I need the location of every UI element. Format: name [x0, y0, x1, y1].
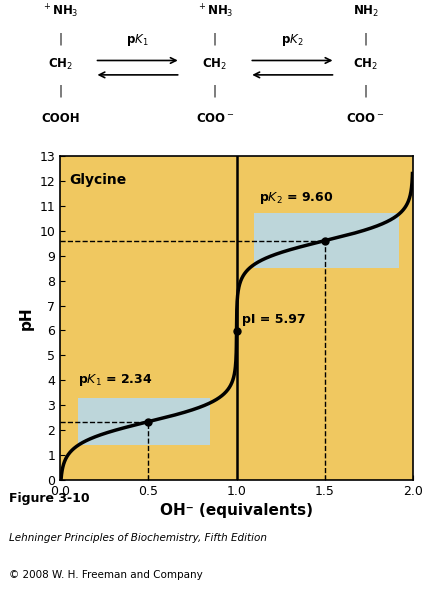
Text: Lehninger Principles of Biochemistry, Fifth Edition: Lehninger Principles of Biochemistry, Fi…	[9, 533, 267, 543]
Bar	[254, 214, 399, 268]
Text: p$K_2$: p$K_2$	[281, 32, 304, 49]
Text: $^+$NH$_3$: $^+$NH$_3$	[42, 3, 78, 20]
Text: Figure 3-10: Figure 3-10	[9, 492, 89, 505]
Text: |: |	[363, 84, 368, 97]
Text: p$K_1$: p$K_1$	[126, 32, 149, 49]
Text: NH$_2$: NH$_2$	[353, 4, 378, 19]
Text: CH$_2$: CH$_2$	[353, 57, 378, 73]
Text: COO$^-$: COO$^-$	[196, 112, 234, 125]
Text: CH$_2$: CH$_2$	[203, 57, 227, 73]
Text: p$K_1$ = 2.34: p$K_1$ = 2.34	[78, 372, 152, 388]
Text: |: |	[213, 84, 217, 97]
Text: pI = 5.97: pI = 5.97	[242, 313, 305, 326]
Text: © 2008 W. H. Freeman and Company: © 2008 W. H. Freeman and Company	[9, 570, 203, 580]
Text: |: |	[363, 32, 368, 46]
Text: CH$_2$: CH$_2$	[48, 57, 73, 73]
Text: Glycine: Glycine	[69, 173, 126, 187]
Text: COO$^-$: COO$^-$	[346, 112, 385, 125]
X-axis label: OH⁻ (equivalents): OH⁻ (equivalents)	[160, 503, 313, 518]
Text: |: |	[58, 84, 62, 97]
Text: p$K_2$ = 9.60: p$K_2$ = 9.60	[259, 190, 334, 206]
Text: |: |	[213, 32, 217, 46]
Text: $^+$NH$_3$: $^+$NH$_3$	[197, 3, 233, 20]
Y-axis label: pH: pH	[19, 306, 34, 330]
Bar	[78, 398, 210, 445]
Text: COOH: COOH	[41, 112, 80, 125]
Text: |: |	[58, 32, 62, 46]
